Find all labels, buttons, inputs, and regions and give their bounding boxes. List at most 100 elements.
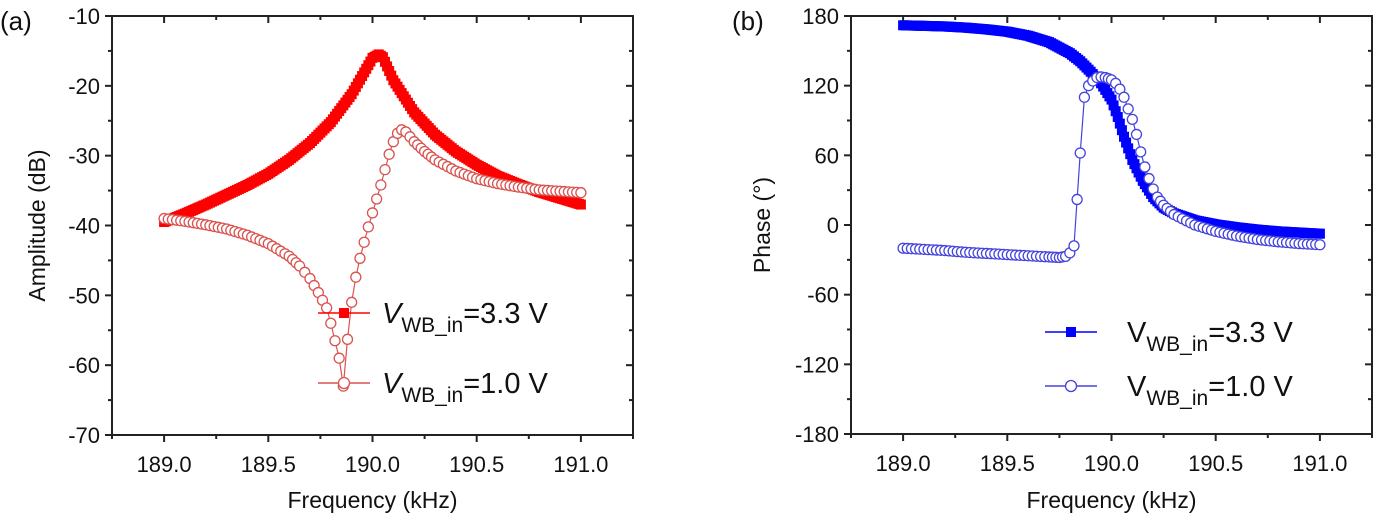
data-point (350, 271, 362, 283)
legend-label-rest: =3.3 V (463, 298, 548, 330)
data-point (333, 352, 345, 364)
data-point (325, 317, 337, 329)
data-point (1123, 143, 1134, 154)
data-point (1106, 94, 1117, 105)
series-v-3-3 (898, 20, 1325, 239)
data-point (1121, 137, 1132, 148)
panel-a: (a) -70 -60 -50 -40 -30 -20 -10 189.0 189.5 190.0 1… (0, 4, 634, 513)
series-v-1-0 (158, 124, 587, 392)
data-point (346, 296, 358, 308)
data-point (1112, 112, 1123, 123)
data-point (575, 187, 587, 199)
x-tick-label: 191.0 (553, 452, 608, 477)
legend-label-main: V (382, 298, 404, 330)
legend-label-rest: =3.3 V (1208, 317, 1293, 349)
data-point (1125, 149, 1136, 160)
x-tick-label: 189.0 (137, 452, 192, 477)
y-tick-label: -70 (68, 423, 100, 448)
data-point (362, 221, 374, 233)
x-axis-title: Frequency (kHz) (1027, 487, 1197, 513)
y-tick-label: -40 (68, 214, 100, 239)
y-tick-label: 0 (827, 213, 839, 238)
series-v-1-0 (897, 71, 1326, 264)
data-point (379, 163, 391, 176)
legend-item: VWB_in=3.3 V (318, 298, 549, 337)
panel-label: (b) (732, 6, 764, 36)
y-tick-label: -10 (68, 4, 100, 29)
data-point (575, 199, 586, 210)
data-point (1122, 103, 1134, 115)
legend-label-sub: WB_in (1146, 387, 1208, 410)
panel-b: (b) -180 -120 -60 0 60 120 180 189.0 189.5 190.0 19… (732, 4, 1373, 513)
data-point (371, 193, 383, 205)
legend-label-rest: =1.0 V (1208, 371, 1293, 403)
data-point (1116, 125, 1127, 136)
legend-label-main: V (382, 368, 404, 400)
data-point (1126, 113, 1138, 125)
data-point (1118, 91, 1130, 103)
x-tick-label: 190.5 (449, 452, 504, 477)
legend-item: VWB_in=1.0 V (318, 368, 549, 407)
legend-marker-circle (337, 376, 351, 390)
data-point (1139, 161, 1151, 173)
data-point (329, 335, 341, 347)
data-point (1314, 228, 1325, 239)
legend-label-sub: WB_in (1146, 333, 1208, 356)
legend-marker-square (1066, 327, 1076, 337)
data-point (358, 236, 370, 248)
data-point (1143, 172, 1155, 185)
x-tick-label: 190.0 (1084, 451, 1139, 476)
series-line (164, 129, 581, 387)
x-tick-label: 189.5 (241, 452, 296, 477)
legend-item: VWB_in=1.0 V (1045, 371, 1294, 410)
legend-label-main: V (1127, 371, 1147, 403)
data-point (1068, 240, 1080, 252)
legend-label: VWB_in=3.3 V (382, 298, 549, 337)
y-tick-label: -60 (68, 353, 100, 378)
legend-marker-square (339, 308, 349, 318)
y-tick-label: -60 (807, 283, 839, 308)
x-tick-label: 191.0 (1292, 451, 1347, 476)
y-tick-label: -30 (68, 144, 100, 169)
panel-label: (a) (0, 6, 32, 36)
data-point (366, 207, 379, 219)
data-point (1119, 131, 1130, 142)
x-tick-label: 190.0 (345, 452, 400, 477)
x-axis-title: Frequency (kHz) (288, 487, 458, 513)
y-tick-label: -120 (795, 352, 839, 377)
y-tick-label: -20 (68, 74, 100, 99)
data-point (341, 333, 354, 345)
x-tick-label: 189.5 (980, 451, 1035, 476)
y-tick-label: 180 (802, 4, 839, 29)
legend-label: VWB_in=1.0 V (1127, 371, 1294, 410)
series-line (903, 24, 1320, 235)
data-point (1074, 147, 1086, 159)
data-point (1110, 106, 1121, 117)
y-tick-label: 60 (815, 143, 839, 168)
y-axis-title: Amplitude (dB) (24, 149, 50, 301)
legend-label-main: V (1127, 317, 1147, 349)
data-point (321, 302, 333, 314)
legend-item: VWB_in=3.3 V (1045, 317, 1294, 356)
data-point (383, 148, 395, 160)
legend-label-sub: WB_in (401, 314, 463, 337)
legend-marker-circle (1064, 379, 1078, 393)
y-tick-label: -180 (795, 422, 839, 447)
legend-label: VWB_in=3.3 V (1127, 317, 1294, 356)
data-point (1071, 193, 1083, 206)
data-point (1114, 118, 1125, 129)
data-point (1108, 100, 1119, 111)
legend-label: VWB_in=1.0 V (382, 368, 549, 407)
y-axis-title: Phase (°) (749, 177, 775, 273)
data-point (354, 252, 366, 264)
data-point (1314, 239, 1326, 251)
legend-label-sub: WB_in (401, 384, 463, 407)
x-tick-label: 190.5 (1188, 451, 1243, 476)
y-tick-label: 120 (802, 74, 839, 99)
data-point (1135, 146, 1147, 158)
legend-label-rest: =1.0 V (463, 368, 548, 400)
data-point (1130, 128, 1143, 141)
